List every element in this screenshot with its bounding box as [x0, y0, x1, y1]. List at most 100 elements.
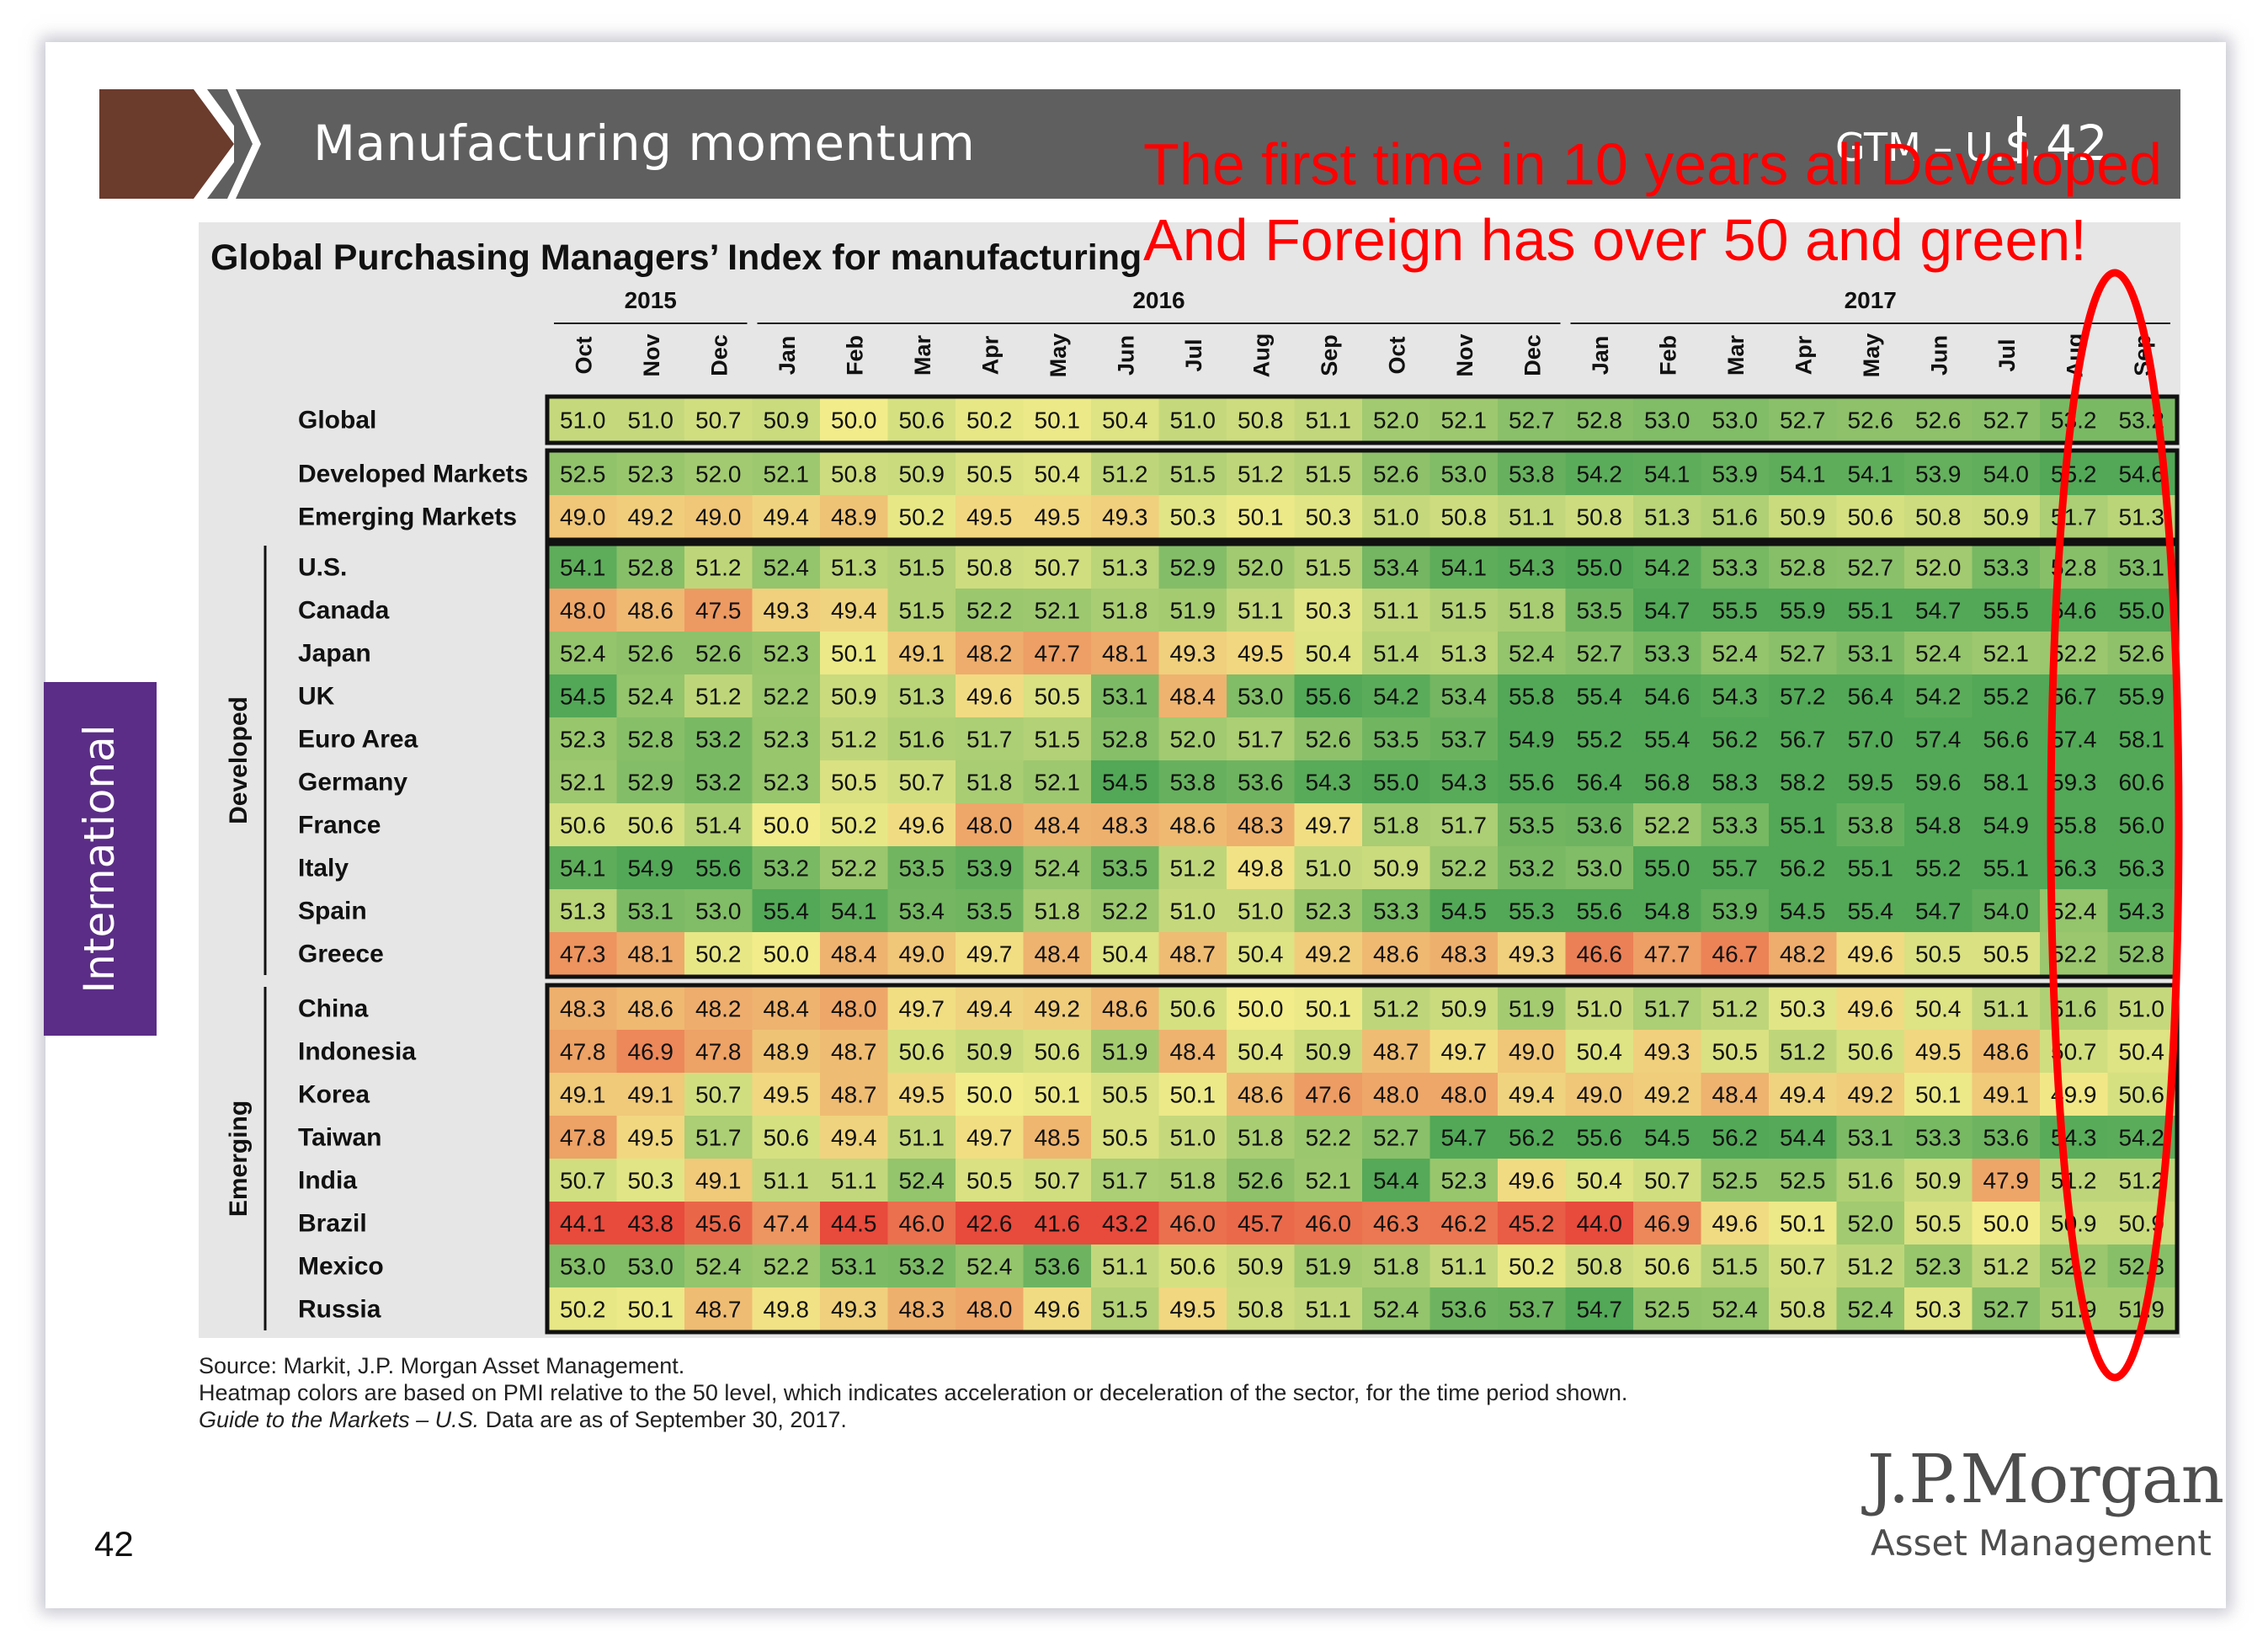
cell-value: 56.7 [1780, 727, 1826, 753]
cell-value: 56.3 [2051, 855, 2097, 882]
cell-value: 52.2 [764, 684, 810, 710]
cell-value: 46.7 [1712, 941, 1759, 967]
cell-value: 48.2 [1780, 941, 1826, 967]
cell-value: 51.2 [1102, 461, 1148, 488]
cell-value: 51.2 [2119, 1168, 2165, 1194]
row-label: Japan [298, 640, 371, 668]
cell-value: 55.8 [2051, 813, 2097, 839]
cell-value: 51.1 [1102, 1254, 1148, 1280]
cell-value: 46.9 [628, 1039, 674, 1065]
cell-value: 53.0 [1712, 408, 1759, 434]
cell-value: 44.5 [831, 1211, 877, 1237]
cell-value: 51.6 [1848, 1168, 1894, 1194]
cell-value: 51.1 [1238, 598, 1284, 624]
cell-value: 50.8 [831, 461, 877, 488]
row-label: Indonesia [298, 1038, 416, 1066]
cell-value: 50.9 [831, 684, 877, 710]
month-label: Sep [1317, 334, 1342, 376]
cell-value: 47.3 [560, 941, 606, 967]
cell-value: 53.2 [1509, 855, 1555, 882]
cell-value: 53.3 [1915, 1125, 1962, 1151]
cell-value: 48.7 [1373, 1039, 1419, 1065]
cell-value: 54.2 [2119, 1125, 2165, 1151]
cell-value: 51.9 [1102, 1039, 1148, 1065]
cell-value: 51.2 [1373, 996, 1419, 1022]
cell-value: 54.7 [1915, 598, 1962, 624]
cell-value: 52.8 [1577, 408, 1623, 434]
cell-value: 51.1 [764, 1168, 810, 1194]
cell-value: 48.4 [1712, 1082, 1759, 1108]
cell-value: 51.5 [1441, 598, 1488, 624]
cell-value: 51.1 [831, 1168, 877, 1194]
year-label: 2017 [1845, 287, 1897, 313]
cell-value: 49.4 [831, 598, 877, 624]
cell-value: 53.5 [966, 898, 1013, 925]
cell-value: 54.7 [1577, 1297, 1623, 1323]
month-label: May [1859, 333, 1884, 378]
cell-value: 49.3 [764, 598, 810, 624]
row-label: Global [298, 407, 376, 434]
cell-value: 48.3 [1238, 813, 1284, 839]
cell-value: 50.3 [1915, 1297, 1962, 1323]
cell-value: 52.1 [1441, 408, 1488, 434]
cell-value: 49.4 [831, 1125, 877, 1151]
cell-value: 53.4 [1441, 684, 1488, 710]
cell-value: 51.0 [560, 408, 606, 434]
source-note: Source: Markit, J.P. Morgan Asset Manage… [199, 1352, 1627, 1433]
cell-value: 52.1 [1035, 770, 1081, 796]
cell-value: 46.0 [899, 1211, 945, 1237]
cell-value: 50.1 [1238, 504, 1284, 530]
month-label: Mar [910, 335, 935, 376]
cell-value: 55.6 [1577, 898, 1623, 925]
cell-value: 52.2 [1306, 1125, 1352, 1151]
cell-value: 52.2 [1644, 813, 1690, 839]
cell-value: 50.7 [1780, 1254, 1826, 1280]
source-line-1: Source: Markit, J.P. Morgan Asset Manage… [199, 1352, 1627, 1379]
row-label: Emerging Markets [298, 504, 517, 531]
cell-value: 55.8 [1509, 684, 1555, 710]
cell-value: 49.2 [1644, 1082, 1690, 1108]
cell-value: 51.5 [1035, 727, 1081, 753]
cell-value: 50.2 [899, 504, 945, 530]
cell-value: 50.3 [628, 1168, 674, 1194]
cell-value: 53.3 [1712, 555, 1759, 581]
cell-value: 55.4 [764, 898, 810, 925]
row-label: China [298, 995, 369, 1023]
cell-value: 55.7 [1712, 855, 1759, 882]
month-label: Jun [1926, 335, 1951, 376]
row-label: Mexico [298, 1253, 384, 1281]
cell-value: 48.0 [831, 996, 877, 1022]
cell-value: 48.2 [966, 641, 1013, 667]
cell-value: 52.0 [695, 461, 742, 488]
cell-value: 51.1 [1509, 504, 1555, 530]
cell-value: 52.1 [560, 770, 606, 796]
cell-value: 50.1 [1170, 1082, 1217, 1108]
group-label: Emerging [225, 1101, 253, 1217]
cell-value: 49.5 [764, 1082, 810, 1108]
cell-value: 54.4 [1780, 1125, 1826, 1151]
cell-value: 50.1 [1035, 1082, 1081, 1108]
cell-value: 50.9 [1915, 1168, 1962, 1194]
cell-value: 50.5 [1915, 941, 1962, 967]
cell-value: 50.2 [831, 813, 877, 839]
cell-value: 52.7 [1577, 641, 1623, 667]
cell-value: 50.9 [1373, 855, 1419, 882]
cell-value: 52.4 [628, 684, 674, 710]
cell-value: 54.3 [1509, 555, 1555, 581]
cell-value: 48.4 [831, 941, 877, 967]
cell-value: 50.4 [1035, 461, 1081, 488]
cell-value: 50.8 [966, 555, 1013, 581]
cell-value: 49.0 [1509, 1039, 1555, 1065]
cell-value: 50.7 [560, 1168, 606, 1194]
cell-value: 50.9 [1238, 1254, 1284, 1280]
cell-value: 54.7 [1441, 1125, 1488, 1151]
cell-value: 54.8 [1644, 898, 1690, 925]
cell-value: 54.5 [1780, 898, 1826, 925]
cell-value: 52.6 [1848, 408, 1894, 434]
row-label: Greece [298, 941, 384, 968]
cell-value: 51.5 [1306, 555, 1352, 581]
cell-value: 48.0 [560, 598, 606, 624]
cell-value: 50.6 [1848, 504, 1894, 530]
cell-value: 48.3 [560, 996, 606, 1022]
cell-value: 55.0 [2119, 598, 2165, 624]
